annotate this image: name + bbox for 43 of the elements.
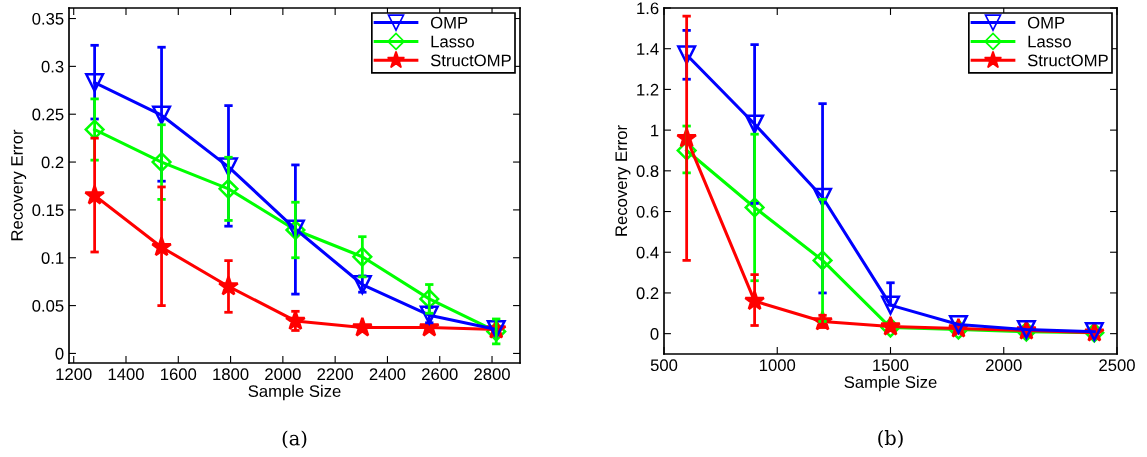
- y-tick-label: 0.6: [636, 205, 659, 218]
- y-axis-title: Recovery Error: [11, 129, 27, 241]
- x-axis-title: Sample Size: [248, 384, 341, 401]
- text: (b): [878, 430, 903, 448]
- text: (a): [282, 430, 307, 449]
- y-tick-label: 0.05: [32, 299, 64, 312]
- legend-label: Lasso: [431, 35, 474, 48]
- y-tick-label: 0.3: [41, 60, 64, 73]
- legend-label: OMP: [1027, 16, 1065, 29]
- x-tick-label: 2000: [986, 359, 1022, 372]
- x-tick-label: 2400: [369, 368, 406, 381]
- x-tick-label: 1200: [56, 368, 92, 381]
- legend-label: StructOMP: [430, 54, 511, 67]
- y-tick-label: 1.4: [637, 43, 659, 55]
- y-tick-label: 0.15: [32, 204, 64, 217]
- y-tick-label: 0.35: [32, 12, 64, 25]
- y-tick-label: 1: [651, 124, 659, 137]
- y-tick-label: 0: [650, 328, 659, 340]
- y-tick-label: 0.8: [636, 165, 659, 178]
- legend-label: OMP: [430, 16, 468, 29]
- x-tick-label: 1000: [759, 359, 796, 372]
- y-tick-label: 0: [55, 347, 64, 360]
- y-tick-label: 1.2: [637, 83, 659, 96]
- legend-label: StructOMP: [1027, 54, 1108, 67]
- legend-label: Lasso: [1028, 35, 1071, 48]
- y-tick-label: 0.25: [32, 108, 64, 121]
- y-tick-label: 1.6: [637, 2, 659, 15]
- x-tick-label: 1800: [213, 368, 249, 381]
- y-tick-label: 0.2: [41, 156, 64, 169]
- x-axis-title: Sample Size: [844, 375, 937, 392]
- x-tick-label: 2000: [265, 368, 301, 381]
- x-tick-label: 500: [650, 359, 678, 372]
- y-axis-title: Recovery Error: [615, 125, 631, 236]
- x-tick-label: 1400: [108, 368, 144, 381]
- y-tick-label: 0.1: [41, 252, 64, 264]
- x-tick-label: 2600: [422, 368, 458, 381]
- y-tick-label: 0.4: [636, 246, 659, 259]
- x-tick-label: 2800: [474, 368, 510, 381]
- x-tick-label: 1600: [161, 368, 197, 381]
- x-tick-label: 2500: [1099, 359, 1135, 372]
- y-tick-label: 0.2: [636, 287, 659, 300]
- x-tick-label: 1500: [873, 359, 909, 372]
- x-tick-label: 2200: [317, 368, 354, 381]
